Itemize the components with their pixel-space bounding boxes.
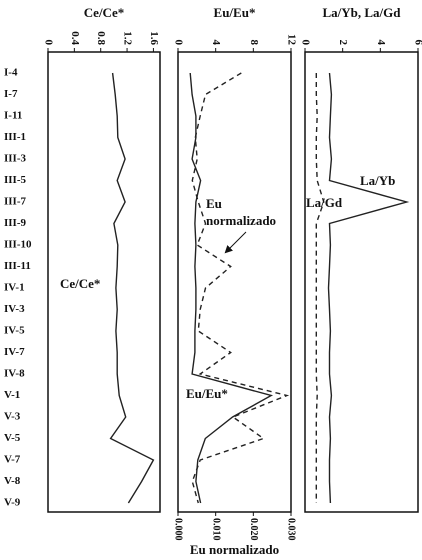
x2-tick-label: 0.000 xyxy=(173,518,184,541)
annotation: Ce/Ce* xyxy=(60,276,100,291)
data-line xyxy=(189,72,274,504)
x-tick-label: 0.4 xyxy=(69,31,81,45)
panel-title: Ce/Ce* xyxy=(84,5,124,20)
x-tick-label: 0 xyxy=(172,40,184,46)
y-tick-label: III-1 xyxy=(4,131,26,143)
y-tick-label: V-8 xyxy=(4,475,21,487)
x-tick-label: 2 xyxy=(337,40,349,46)
y-tick-label: IV-1 xyxy=(4,282,25,294)
annotation: Eu/Eu* xyxy=(186,386,228,401)
annotation: Eu normalizado xyxy=(206,196,276,228)
x-tick-label: 4 xyxy=(210,40,222,46)
y-tick-label: III-7 xyxy=(4,196,27,208)
x-tick-label: 6 xyxy=(412,40,422,46)
x-tick-label: 0 xyxy=(299,40,311,46)
y-tick-label: V-3 xyxy=(4,411,21,423)
panel-frame xyxy=(47,51,161,513)
x-tick-label: 1.6 xyxy=(148,31,160,45)
x-tick-label: 0.8 xyxy=(95,31,107,45)
data-line xyxy=(315,73,325,503)
y-tick-label: V-7 xyxy=(4,454,21,466)
y-tick-label: I-4 xyxy=(4,67,18,79)
data-line xyxy=(327,72,410,504)
y-tick-label: III-10 xyxy=(4,239,32,251)
x-tick-label: 4 xyxy=(375,40,387,46)
y-tick-label: IV-3 xyxy=(4,303,25,315)
y-tick-label: III-9 xyxy=(4,217,27,229)
panel-title: La/Yb, La/Gd xyxy=(322,5,401,20)
x2-tick-label: 0.020 xyxy=(248,518,259,541)
panel-frame xyxy=(304,51,419,513)
y-tick-label: III-3 xyxy=(4,153,27,165)
x-tick-label: 1.2 xyxy=(122,31,134,45)
annotation-arrow xyxy=(224,231,247,254)
x2-tick-label: 0.030 xyxy=(286,518,297,541)
data-line xyxy=(191,72,290,504)
y-tick-label: V-9 xyxy=(4,497,21,509)
y-tick-label: V-5 xyxy=(4,432,21,444)
data-line xyxy=(109,72,155,504)
y-tick-label: IV-7 xyxy=(4,346,25,358)
y-tick-label: III-11 xyxy=(4,260,31,272)
y-tick-label: IV-5 xyxy=(4,325,25,337)
annotation: La/Yb xyxy=(360,173,395,188)
y-tick-label: V-1 xyxy=(4,389,20,401)
x2-axis-title: Eu normalizado xyxy=(190,542,279,557)
y-tick-label: I-11 xyxy=(4,110,22,122)
x-tick-label: 8 xyxy=(248,40,260,46)
y-tick-label: I-7 xyxy=(4,88,18,100)
x2-tick-label: 0.010 xyxy=(210,518,221,541)
panel-title: Eu/Eu* xyxy=(214,5,256,20)
y-tick-label: III-5 xyxy=(4,174,27,186)
y-tick-label: IV-8 xyxy=(4,368,25,380)
annotation: La/Gd xyxy=(306,195,343,210)
x-tick-label: 0 xyxy=(42,40,54,46)
x-tick-label: 12 xyxy=(285,34,297,46)
panel-frame xyxy=(177,51,292,513)
